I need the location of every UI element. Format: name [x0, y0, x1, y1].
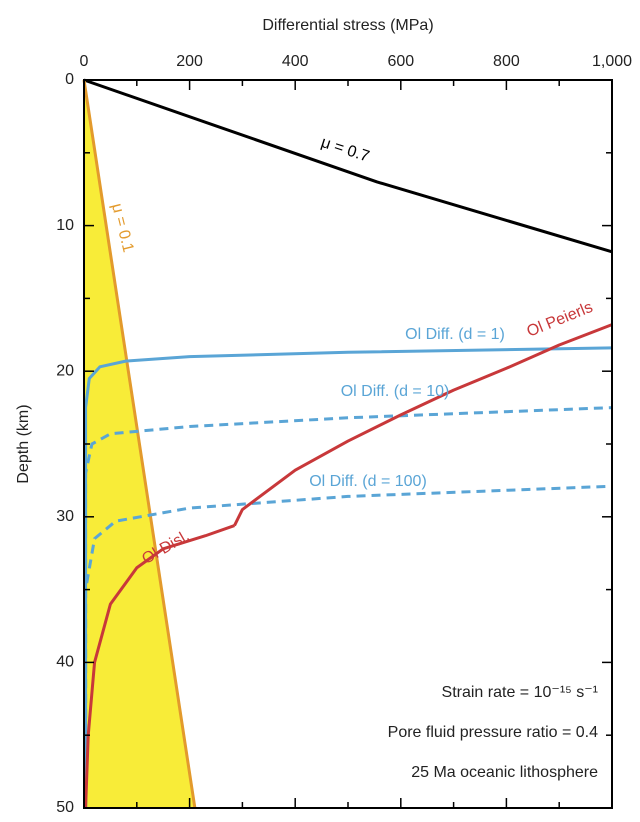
series-line	[84, 406, 613, 808]
annotation: Pore fluid pressure ratio = 0.4	[388, 724, 598, 741]
y-tick-label: 20	[56, 362, 74, 379]
series-line	[82, 79, 197, 809]
y-tick-label: 40	[56, 654, 74, 671]
series-label: μ = 0.7	[319, 134, 372, 166]
y-tick-label: 0	[65, 71, 74, 88]
x-tick-label: 800	[493, 53, 520, 70]
series-label: μ = 0.1	[108, 202, 137, 254]
y-axis-title: Depth (km)	[15, 404, 32, 483]
series-line	[84, 524, 235, 809]
y-tick-label: 30	[56, 508, 74, 525]
x-axis-title: Differential stress (MPa)	[262, 17, 433, 34]
series-line	[233, 323, 613, 527]
series-label: Ol Diff. (d = 100)	[309, 473, 427, 490]
y-tick-label: 50	[56, 799, 74, 816]
x-tick-label: 400	[282, 53, 309, 70]
x-tick-label: 200	[176, 53, 203, 70]
series-label: Ol Diff. (d = 10)	[341, 383, 450, 400]
series-label: Ol Diff. (d = 1)	[405, 326, 505, 343]
x-tick-label: 0	[80, 53, 89, 70]
y-tick-label: 10	[56, 217, 74, 234]
annotation: Strain rate = 10⁻¹⁵ s⁻¹	[442, 684, 598, 701]
x-tick-label: 1,000	[592, 53, 632, 70]
series-line	[83, 78, 613, 254]
annotation: 25 Ma oceanic lithosphere	[411, 764, 598, 781]
series-line	[84, 346, 613, 808]
x-tick-label: 600	[387, 53, 414, 70]
